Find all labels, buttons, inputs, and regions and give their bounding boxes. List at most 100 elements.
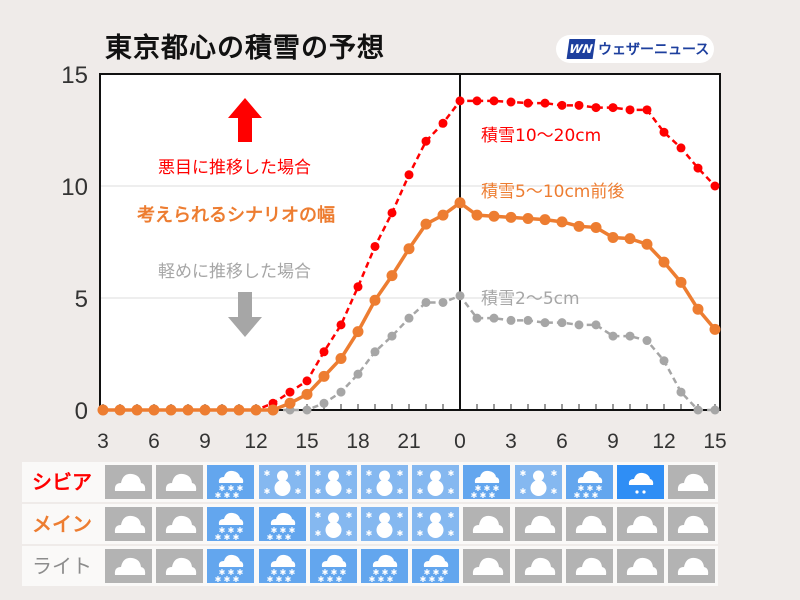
data-point [182,404,194,416]
x-tick-label: 6 [556,430,568,453]
svg-text:✱: ✱ [397,487,404,496]
data-point [574,100,584,110]
cloud-icon [668,549,716,583]
data-point [642,105,652,115]
svg-text:✱: ✱ [270,568,277,577]
data-point [438,118,448,128]
svg-text:✱: ✱ [417,529,424,538]
data-point [625,105,635,115]
svg-text:✱: ✱ [366,487,373,496]
data-point [386,270,398,282]
data-point [318,370,330,382]
chart-title: 東京都心の積雪の予想 [105,33,385,64]
data-point [693,163,703,173]
svg-text:✱: ✱ [270,526,277,535]
svg-text:✱: ✱ [438,575,445,583]
snow-icon: ✱ ✱ ✱ ✱ ✱ ✱ [309,549,357,584]
snow-icon: ✱ ✱ ✱ ✱ ✱ ✱ [207,549,255,584]
data-point [455,96,465,106]
data-point [539,214,551,226]
x-tick-label: 3 [97,430,109,453]
svg-text:✱: ✱ [237,568,244,577]
snow-icon: ✱ ✱ ✱ ✱ ✱ ✱ [258,549,306,584]
data-point [624,233,636,245]
scenario-range-label: 考えられるシナリオの幅 [137,205,335,226]
severe-case-label: 悪目に推移した場合 [158,158,311,178]
svg-text:✱: ✱ [224,491,231,499]
svg-text:✱: ✱ [284,575,291,583]
svg-text:✱: ✱ [275,575,282,583]
svg-text:✱: ✱ [591,491,598,499]
svg-text:✱: ✱ [288,568,295,577]
y-tick-label: 0 [75,398,88,425]
svg-text:✱: ✱ [275,533,282,541]
svg-text:✱: ✱ [314,469,321,478]
svg-text:✱: ✱ [330,568,337,577]
plot-frame [99,73,721,411]
data-point [523,315,533,325]
svg-text:✱: ✱ [382,568,389,577]
svg-text:✱: ✱ [366,511,373,520]
svg-text:✱: ✱ [493,484,500,493]
svg-text:✱: ✱ [366,469,373,478]
snow-icon: ✱ ✱ ✱ ✱ ✱ ✱ [361,549,408,584]
x-tick-label: 18 [346,430,369,453]
svg-text:✱: ✱ [284,533,291,541]
svg-text:✱: ✱ [550,469,557,478]
data-point [319,347,329,357]
snow-icon: ✱ ✱ ✱ ✱ ✱ ✱ [565,465,613,500]
svg-text:✱: ✱ [237,484,244,493]
cloud-icon [156,507,204,541]
x-tick-label: 9 [607,430,619,453]
svg-text:✱: ✱ [224,533,231,541]
cloud-icon [463,549,511,583]
data-point [591,103,601,113]
cloud-icon [514,549,562,583]
data-point [387,331,397,341]
data-point [472,313,482,323]
svg-text:✱: ✱ [369,575,376,583]
data-point [574,320,584,330]
svg-text:✱: ✱ [263,469,270,478]
svg-text:✱: ✱ [471,491,478,499]
data-point [336,387,346,397]
svg-text:✱: ✱ [215,533,222,541]
svg-text:✱: ✱ [345,469,352,478]
svg-text:✱: ✱ [224,575,231,583]
severe-amount-label: 積雪10〜20cm [481,126,602,146]
main-amount-label: 積雪5〜10cm前後 [481,182,625,202]
svg-text:✱: ✱ [577,484,584,493]
svg-text:✱: ✱ [237,526,244,535]
cloud-icon [565,549,613,583]
cloud-icon [463,507,511,541]
svg-text:✱: ✱ [448,529,455,538]
snowman-icon: ✱ ✱ ✱ ✱ [412,465,460,499]
data-point [608,103,618,113]
data-point [471,209,483,221]
weather-row: シビア ✱ ✱ ✱ ✱ ✱ ✱ ✱ ✱ ✱ ✱ ✱ ✱ ✱ ✱ ✱ ✱ ✱ ✱ ✱ ✱ ✱ ✱ ✱ ✱ ✱ ✱ ✱ ✱ ✱ ✱ ✱ ✱ ✱ ✱ ✱ ✱ ✱… [22,462,718,502]
svg-text:✱: ✱ [484,484,491,493]
x-tick-label: 6 [148,430,160,453]
x-tick-label: 0 [454,430,466,453]
data-point [590,221,602,233]
data-point [489,96,499,106]
data-point [165,404,177,416]
cloud-icon [156,549,204,583]
data-point [403,243,415,255]
weather-row: ライト ✱ ✱ ✱ ✱ ✱ ✱ ✱ ✱ ✱ ✱ ✱ ✱ ✱ ✱ ✱ ✱ ✱ ✱ ✱ ✱ ✱ ✱ ✱ ✱ ✱ ✱ ✱ ✱ ✱ ✱ [22,546,718,586]
data-point [352,326,364,338]
svg-text:✱: ✱ [550,487,557,496]
logo-text: ウェザーニュース [598,42,710,58]
x-tick-label: 3 [505,430,517,453]
snowman-icon: ✱ ✱ ✱ ✱ [258,465,306,499]
svg-text:✱: ✱ [339,568,346,577]
svg-text:✱: ✱ [219,484,226,493]
light-amount-label: 積雪2〜5cm [481,289,580,309]
cloud-icon [105,465,152,499]
snowman-icon: ✱ ✱ ✱ ✱ [514,465,562,499]
svg-text:✱: ✱ [288,526,295,535]
cloud-icon [105,549,152,583]
svg-text:✱: ✱ [326,575,333,583]
data-point [557,318,567,328]
